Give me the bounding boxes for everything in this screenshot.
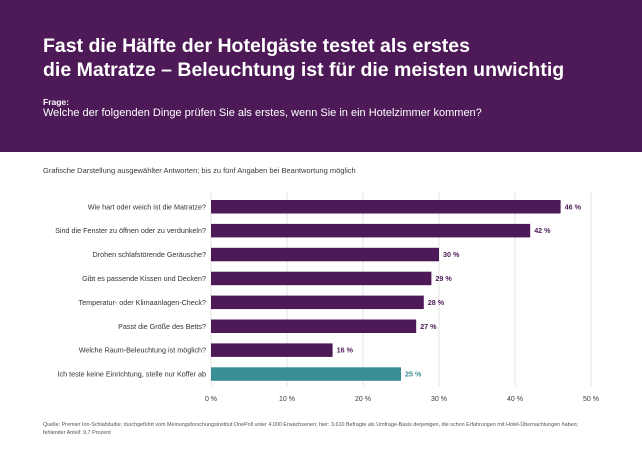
header-banner: Fast die Hälfte der Hotelgäste testet al… [0,0,642,152]
value-label: 16 % [337,346,354,355]
bar [211,343,333,357]
question-label: Frage: [43,97,69,107]
category-label: Wie hart oder weich ist die Matratze? [88,202,206,211]
value-label: 29 % [435,274,452,283]
value-label: 28 % [428,298,445,307]
bar [211,367,401,381]
category-label: Ich teste keine Einrichtung, stelle nur … [58,370,207,379]
category-label: Sind die Fenster zu öffnen oder zu verdu… [55,226,206,235]
category-label: Welche Raum-Beleuchtung ist möglich? [79,346,206,355]
title-line-1: Fast die Hälfte der Hotelgäste testet al… [43,35,470,57]
bar [211,295,424,310]
title-line-2: die Matratze – Beleuchtung ist für die m… [43,59,565,81]
x-tick-label: 50 % [583,396,599,403]
x-tick-label: 30 % [431,396,447,403]
bar [211,319,417,333]
bar [211,200,561,214]
value-label: 30 % [443,250,460,259]
bar [211,247,439,262]
category-label: Drohen schlafstörende Geräusche? [93,250,206,259]
x-tick-label: 10 % [279,396,295,403]
category-label: Gibt es passende Kissen und Decken? [82,274,206,283]
value-label: 46 % [565,202,582,211]
value-label: 42 % [534,226,551,235]
x-tick-label: 40 % [507,396,523,403]
value-label: 27 % [420,322,437,331]
x-tick-label: 20 % [355,396,371,403]
value-label: 25 % [405,370,422,379]
bar [211,271,432,286]
question-text: Welche der folgenden Dinge prüfen Sie al… [43,107,482,119]
page-title: Fast die Hälfte der Hotelgäste testet al… [43,34,633,82]
category-label: Temperatur- oder Klimaanlagen-Check? [79,298,206,307]
bar [211,223,531,238]
x-tick-label: 0 % [205,396,217,403]
source-note: Quelle: Premier Inn-Schlafstudie; durchg… [43,422,579,436]
chart-subtitle: Grafische Darstellung ausgewählter Antwo… [43,166,356,175]
category-label: Passt die Größe des Betts? [118,322,206,331]
